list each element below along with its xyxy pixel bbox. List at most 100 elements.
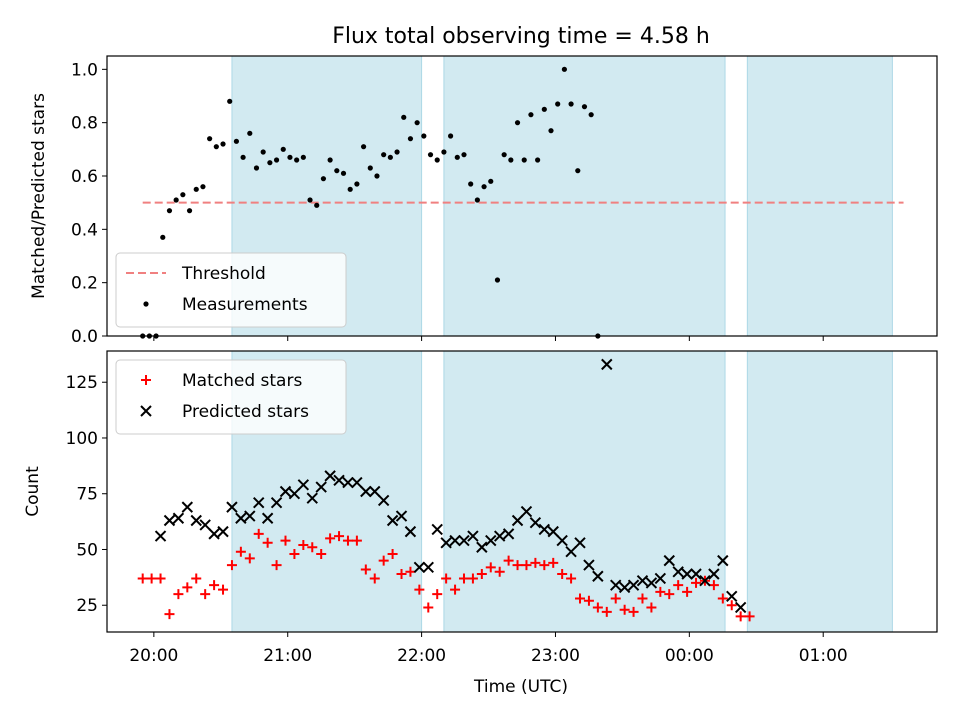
matched-stars-point	[226, 560, 237, 571]
predicted-stars-point	[556, 534, 568, 547]
predicted-stars-point	[520, 505, 533, 518]
measurement-point	[166, 208, 173, 214]
measurement-point	[173, 197, 179, 203]
measurement-point	[494, 277, 501, 283]
count-panel: 25 50 75 100 125 20:00 21:00 22:00 23:00 00:00 01:…	[23, 350, 938, 666]
legend: Matched stars Predicted stars	[115, 359, 347, 435]
matched-stars-point	[173, 589, 184, 600]
legend-matched-swatch	[141, 375, 151, 385]
predicted-stars-point	[654, 572, 667, 585]
predicted-stars-point	[181, 501, 194, 513]
matched-stars-point	[566, 573, 577, 584]
y-tick-label: 1.0	[71, 60, 98, 80]
y-tick-label: 75	[76, 485, 98, 505]
measurement-point	[314, 202, 320, 208]
predicted-stars-point	[342, 476, 354, 489]
matched-stars-point	[485, 562, 496, 573]
measurement-point	[320, 176, 327, 182]
matched-stars-point	[548, 557, 559, 568]
matched-stars-point	[218, 584, 229, 595]
measurement-point	[367, 165, 373, 171]
predicted-stars-point	[288, 488, 301, 500]
measurement-point	[535, 157, 541, 163]
measurement-point	[280, 146, 286, 152]
measurement-point	[548, 128, 554, 134]
predicted-stars-point	[699, 574, 711, 587]
predicted-stars-point	[261, 512, 274, 524]
matched-stars-point	[414, 584, 425, 595]
predicted-stars-point	[422, 561, 434, 574]
predicted-stars-point	[386, 514, 399, 527]
matched-stars-point	[530, 557, 541, 568]
matched-stars-point	[325, 533, 336, 544]
predicted-stars-point	[601, 358, 613, 371]
y-tick-label: 0.6	[71, 167, 98, 187]
matched-stars-point	[182, 582, 193, 593]
observing-interval-2	[443, 55, 726, 337]
measurement-point	[508, 157, 514, 163]
observing-interval-3	[746, 350, 893, 633]
predicted-stars-point	[226, 501, 238, 513]
x-tick-label: 20:00	[129, 646, 178, 666]
measurement-point	[461, 152, 467, 158]
matched-stars-point	[289, 548, 300, 559]
measurement-point	[427, 152, 434, 158]
matched-stars-point	[735, 611, 746, 622]
measurement-point	[588, 112, 594, 118]
predicted-stars-point	[529, 517, 542, 529]
matched-stars-point	[351, 535, 362, 546]
matched-stars-point	[512, 560, 523, 571]
predicted-stars-point	[395, 510, 408, 522]
predicted-stars-point	[306, 492, 318, 504]
predicted-stars-point	[636, 574, 649, 587]
measurement-point	[347, 186, 353, 192]
matched-stars-point	[316, 548, 327, 559]
measurement-point	[501, 152, 507, 158]
predicted-stars-point	[351, 476, 363, 489]
predicted-stars-point	[583, 559, 595, 571]
matched-stars-point	[494, 566, 505, 577]
ratio-panel: 0.0 0.2 0.4 0.6 0.8 1.0 Matched/Predicted star…	[29, 55, 938, 347]
legend-box	[115, 252, 347, 328]
matched-stars-point	[387, 548, 398, 559]
matched-stars-point	[262, 537, 273, 548]
matched-stars-point	[155, 573, 166, 584]
matched-stars-point	[539, 560, 550, 571]
measurement-point	[207, 136, 213, 142]
matched-stars-point	[280, 535, 291, 546]
legend-box	[115, 359, 347, 435]
measurement-point	[180, 192, 186, 198]
predicted-stars-point	[476, 541, 488, 553]
matched-stars-point	[253, 528, 264, 539]
matched-stars-point	[691, 577, 702, 588]
matched-stars-point	[378, 555, 389, 566]
measurement-point	[267, 160, 273, 166]
matched-stars-point	[360, 564, 371, 575]
predicted-stars-point	[726, 590, 738, 603]
matched-stars-point	[235, 546, 246, 557]
y-tick-label: 0.4	[71, 220, 98, 240]
predicted-stars-point	[315, 481, 327, 493]
measurement-point	[374, 173, 380, 179]
matched-stars-point	[521, 560, 532, 571]
y-tick-label: 25	[76, 596, 98, 616]
matched-stars-point	[191, 573, 202, 584]
predicted-stars-point	[217, 525, 229, 538]
predicted-stars-point	[618, 581, 631, 594]
predicted-stars-point	[610, 579, 622, 591]
predicted-stars-point	[734, 601, 747, 614]
matched-stars-point	[708, 580, 719, 591]
predicted-stars-point	[627, 579, 640, 591]
matched-stars-point	[209, 580, 220, 591]
measurement-point	[253, 165, 260, 171]
matched-stars-point	[396, 569, 407, 580]
measurement-point	[434, 157, 440, 163]
predicted-stars-point	[208, 528, 220, 540]
measurement-point	[260, 149, 266, 155]
predicted-stars-point	[645, 577, 658, 589]
predicted-stars-point	[502, 528, 515, 540]
predicted-stars-point	[717, 554, 729, 567]
y-tick-label: 0.2	[71, 274, 98, 294]
matched-stars-point	[432, 589, 443, 600]
matched-stars-point	[307, 542, 318, 553]
